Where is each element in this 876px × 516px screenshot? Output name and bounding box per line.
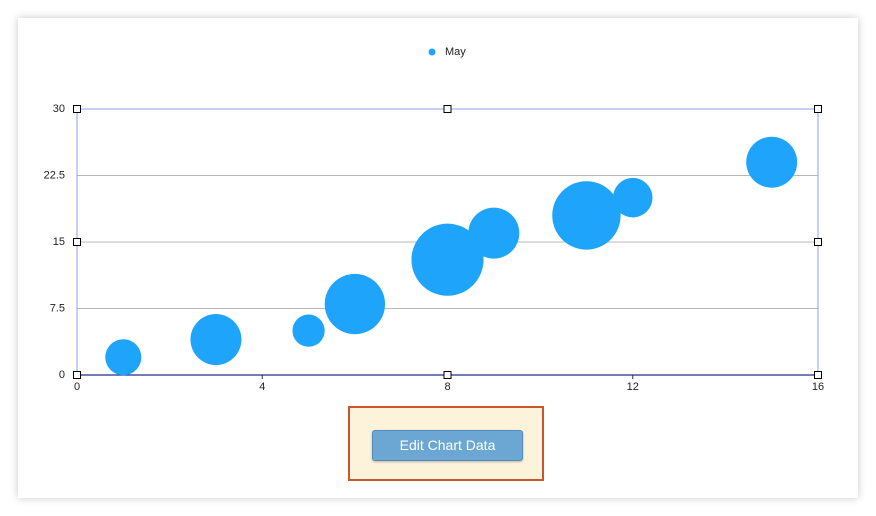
legend-marker [428,48,436,56]
y-tick-label: 15 [53,236,65,248]
bubble [552,181,621,250]
x-tick-label: 0 [74,381,80,393]
bubble [468,207,520,259]
x-tick-label: 12 [627,381,639,393]
legend-label: May [445,46,466,58]
selection-handle [814,105,822,113]
bubble [411,223,484,296]
edit-chart-data-button[interactable]: Edit Chart Data [372,430,523,461]
selection-handle [73,105,81,113]
selection-handle [443,105,452,113]
x-tick-label: 4 [259,381,265,393]
y-tick-label: 7.5 [50,302,65,314]
y-tick-label: 22.5 [44,169,65,181]
selection-handle [814,371,822,379]
selection-handle [814,238,822,246]
bubble [190,314,242,366]
bubble [613,177,653,218]
y-tick-label: 0 [59,369,65,381]
bubble [292,314,325,347]
bubble [105,339,142,376]
bubble [324,273,386,335]
selection-handle [73,371,81,379]
y-tick-label: 30 [53,103,65,115]
x-tick-label: 16 [812,381,824,393]
selection-handle [73,238,81,246]
x-tick-label: 8 [444,381,450,393]
selection-handle [443,371,452,379]
bubble [746,136,798,188]
